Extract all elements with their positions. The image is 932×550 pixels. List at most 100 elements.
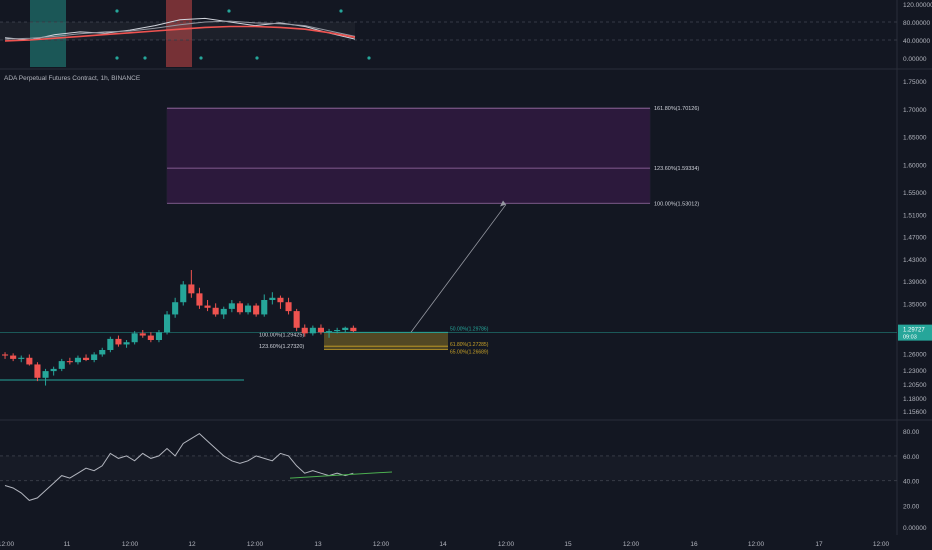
osc-y-tick: 120.00000 bbox=[903, 2, 932, 9]
rsi-band bbox=[0, 456, 897, 481]
fib-entry-label: 50.00%(1.29786) bbox=[450, 326, 489, 332]
price-y-tick: 1.75000 bbox=[903, 79, 927, 86]
time-axis-label: 17 bbox=[815, 541, 823, 548]
rsi-y-tick: 0.00000 bbox=[903, 525, 927, 532]
price-y-tick: 1.65000 bbox=[903, 135, 927, 142]
candle-body bbox=[139, 333, 146, 336]
candle-body bbox=[99, 350, 106, 355]
rsi-divergence-line bbox=[289, 471, 393, 479]
candle-body bbox=[147, 335, 154, 340]
price-y-tick: 1.23000 bbox=[903, 368, 927, 375]
candle-body bbox=[196, 293, 203, 306]
price-y-tick: 1.51000 bbox=[903, 212, 927, 219]
candle-body bbox=[115, 338, 122, 345]
candle-body bbox=[172, 302, 179, 315]
candle-body bbox=[301, 327, 308, 334]
candle-body bbox=[155, 332, 162, 340]
candle-body bbox=[228, 303, 235, 309]
osc-line bbox=[4, 25, 356, 42]
osc-signal-dot bbox=[143, 56, 147, 60]
price-y-tick: 1.26000 bbox=[903, 351, 927, 358]
candle-body bbox=[204, 305, 211, 308]
candle-body bbox=[180, 284, 187, 303]
candle-body bbox=[66, 361, 73, 363]
candle-body bbox=[83, 357, 90, 360]
time-axis-label: 13 bbox=[314, 541, 322, 548]
time-axis-label: 12:00 bbox=[873, 541, 890, 548]
rsi-y-tick: 60.00 bbox=[903, 454, 920, 461]
fib-target-label: 123.60%(1.59334) bbox=[654, 166, 699, 172]
band-green bbox=[30, 0, 66, 67]
candle-body bbox=[131, 333, 138, 343]
price-y-tick: 1.47000 bbox=[903, 235, 927, 242]
fib-left-label: 123.60%(1.27320) bbox=[259, 344, 304, 350]
rsi-y-tick: 80.00 bbox=[903, 429, 920, 436]
time-axis-label: 12:00 bbox=[122, 541, 139, 548]
symbol-title: ADA Perpetual Futures Contract, 1h, BINA… bbox=[4, 75, 141, 82]
candle-body bbox=[285, 302, 292, 312]
time-axis-label: 14 bbox=[439, 541, 447, 548]
fib-left-label: 100.00%(1.29425) bbox=[259, 332, 304, 338]
fib-entry-label: 61.80%(1.27285) bbox=[450, 342, 489, 348]
candle-body bbox=[34, 364, 41, 378]
time-axis-label: 11 bbox=[64, 541, 71, 548]
candle-body bbox=[50, 368, 57, 372]
candle-body bbox=[326, 331, 333, 333]
time-axis-label: 12 bbox=[188, 541, 196, 548]
time-axis-label: 12:00 bbox=[0, 541, 15, 548]
time-axis-label: 15 bbox=[564, 541, 572, 548]
fib-target-label: 161.80%(1.70126) bbox=[654, 106, 699, 112]
candle-body bbox=[342, 327, 349, 330]
time-axis-label: 12:00 bbox=[498, 541, 515, 548]
band-red bbox=[166, 0, 192, 67]
projection-arrow bbox=[410, 204, 507, 333]
candle-body bbox=[74, 357, 81, 363]
candle-body bbox=[26, 357, 33, 365]
price-y-tick: 1.39000 bbox=[903, 279, 927, 286]
current-price-value: 1.29727 bbox=[903, 328, 925, 334]
fib-entry-label: 65.00%(1.26689) bbox=[450, 350, 489, 356]
osc-signal-dot bbox=[227, 9, 231, 13]
candle-body bbox=[188, 284, 195, 294]
osc-signal-dot bbox=[339, 9, 343, 13]
candle-body bbox=[2, 354, 9, 356]
candle-body bbox=[261, 300, 268, 315]
rsi-line bbox=[4, 432, 354, 501]
candle-body bbox=[220, 308, 227, 315]
time-axis-label: 12:00 bbox=[623, 541, 640, 548]
fib-target-label: 100.00%(1.53012) bbox=[654, 201, 699, 207]
time-axis-label: 16 bbox=[690, 541, 698, 548]
projection-arrowhead bbox=[500, 200, 506, 207]
fib-target-zone bbox=[166, 107, 651, 204]
candle-body bbox=[350, 327, 357, 332]
price-y-tick: 1.60000 bbox=[903, 162, 927, 169]
candle-body bbox=[317, 327, 324, 333]
price-y-tick: 1.70000 bbox=[903, 107, 927, 114]
osc-y-tick: 40.00000 bbox=[903, 38, 930, 45]
candle-body bbox=[253, 305, 260, 315]
candle-body bbox=[42, 371, 49, 378]
osc-signal-dot bbox=[255, 56, 259, 60]
current-price-badge bbox=[898, 324, 932, 341]
candle-body bbox=[277, 297, 284, 303]
time-axis-label: 12:00 bbox=[748, 541, 765, 548]
price-y-tick: 1.55000 bbox=[903, 190, 927, 197]
osc-y-tick: 80.00000 bbox=[903, 20, 930, 27]
candle-body bbox=[10, 355, 17, 359]
price-y-tick: 1.15600 bbox=[903, 409, 927, 416]
rsi-y-tick: 20.00 bbox=[903, 503, 920, 510]
candle-body bbox=[269, 297, 276, 300]
candle-body bbox=[164, 314, 171, 333]
candle-body bbox=[107, 338, 114, 350]
osc-y-tick: 0.00000 bbox=[903, 56, 927, 63]
price-y-tick: 1.20500 bbox=[903, 382, 927, 389]
osc-signal-dot bbox=[115, 56, 119, 60]
time-axis-label: 12:00 bbox=[373, 541, 390, 548]
candle-body bbox=[309, 327, 316, 334]
current-price-countdown: 09:03 bbox=[903, 335, 917, 341]
candle-body bbox=[236, 303, 243, 313]
candle-body bbox=[293, 311, 300, 328]
osc-signal-dot bbox=[199, 56, 203, 60]
